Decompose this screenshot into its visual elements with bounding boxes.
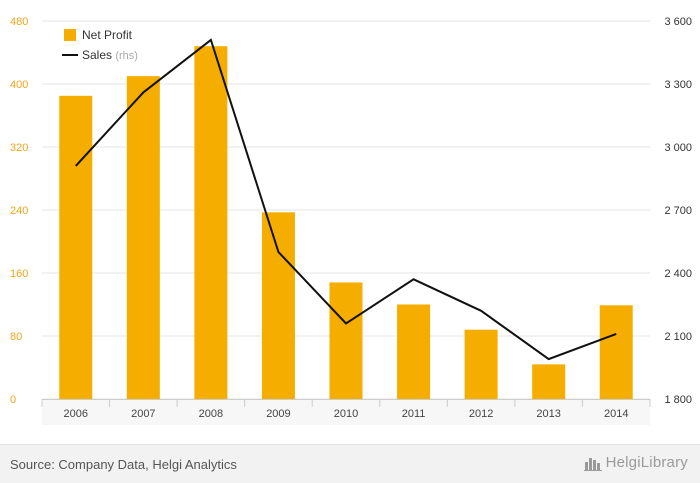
footer: Source: Company Data, Helgi Analytics He… bbox=[0, 444, 700, 483]
y-right-tick-label: 2 400 bbox=[664, 268, 692, 280]
y-right-tick-label: 3 300 bbox=[664, 79, 692, 91]
bar-net-profit bbox=[397, 304, 431, 399]
bar-net-profit bbox=[599, 305, 633, 399]
bar-net-profit bbox=[329, 282, 363, 399]
y-right-tick-label: 2 700 bbox=[664, 205, 692, 217]
y-left-tick-label: 240 bbox=[10, 205, 28, 217]
x-tick-label: 2011 bbox=[402, 408, 426, 420]
x-tick-label: 2006 bbox=[64, 408, 88, 420]
y-right-tick-label: 3 000 bbox=[664, 142, 692, 154]
y-right-tick-label: 2 100 bbox=[664, 331, 692, 343]
y-left-tick-label: 400 bbox=[10, 79, 28, 91]
bar-net-profit bbox=[126, 76, 160, 399]
city-skyline-icon bbox=[583, 457, 602, 471]
y-left-tick-label: 160 bbox=[10, 268, 28, 280]
x-axis-band bbox=[42, 399, 650, 425]
brand-logo[interactable]: HelgiLibrary bbox=[583, 454, 688, 471]
x-tick-label: 2009 bbox=[266, 408, 290, 420]
y-left-tick-label: 480 bbox=[10, 16, 28, 28]
legend-swatch-net-profit bbox=[64, 29, 76, 41]
bar-net-profit bbox=[194, 46, 228, 399]
x-tick-label: 2014 bbox=[604, 408, 628, 420]
bar-net-profit bbox=[261, 212, 295, 399]
x-tick-label: 2008 bbox=[199, 408, 223, 420]
y-right-tick-label: 3 600 bbox=[664, 16, 692, 28]
chart: 0 1 800 80 2 100 160 2 400 240 2 700 320 3 000 400… bbox=[10, 16, 692, 425]
legend-label-net-profit: Net Profit bbox=[82, 28, 133, 42]
legend-unit-rhs: (rhs) bbox=[115, 50, 138, 62]
bar-net-profit bbox=[532, 364, 566, 399]
x-tick-label: 2012 bbox=[469, 408, 493, 420]
brand-name: HelgiLibrary bbox=[605, 454, 688, 471]
x-tick-label: 2010 bbox=[334, 408, 358, 420]
source-note: Source: Company Data, Helgi Analytics bbox=[10, 457, 237, 472]
y-right-tick-label: 1 800 bbox=[664, 394, 692, 406]
x-tick-label: 2007 bbox=[131, 408, 155, 420]
bar-net-profit bbox=[464, 329, 498, 399]
y-left-tick-label: 80 bbox=[10, 331, 22, 343]
y-left-tick-label: 320 bbox=[10, 142, 28, 154]
x-tick-label: 2013 bbox=[536, 408, 560, 420]
y-left-tick-label: 0 bbox=[10, 394, 16, 406]
bar-net-profit bbox=[59, 95, 93, 399]
legend-label-sales: Sales (rhs) bbox=[82, 48, 138, 62]
